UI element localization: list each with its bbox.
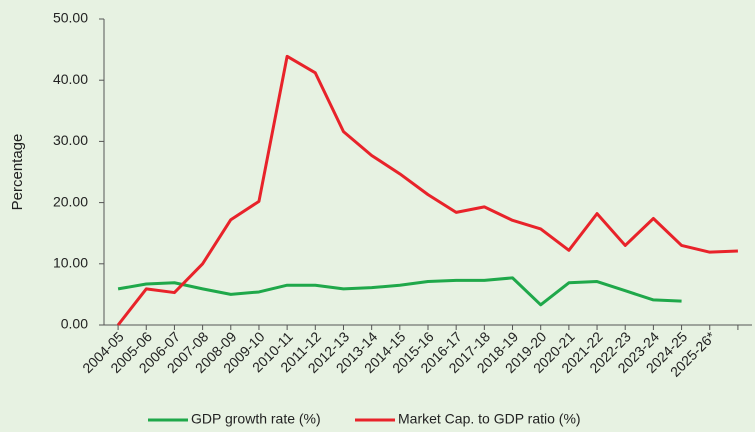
y-tick-label: 30.00 <box>53 132 88 148</box>
y-tick-label: 10.00 <box>53 255 88 271</box>
y-tick-label: 20.00 <box>53 193 88 209</box>
y-tick-label: 50.00 <box>53 10 88 26</box>
series-line <box>116 54 738 326</box>
legend-label: GDP growth rate (%) <box>191 411 321 427</box>
y-axis-label: Percentage <box>9 134 26 211</box>
series-line <box>117 276 682 307</box>
y-tick-label: 0.00 <box>61 316 88 332</box>
y-tick-label: 40.00 <box>53 71 88 87</box>
legend-label: Market Cap. to GDP ratio (%) <box>398 411 581 427</box>
